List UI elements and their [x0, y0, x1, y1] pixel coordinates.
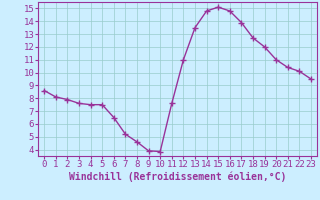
X-axis label: Windchill (Refroidissement éolien,°C): Windchill (Refroidissement éolien,°C) — [69, 172, 286, 182]
